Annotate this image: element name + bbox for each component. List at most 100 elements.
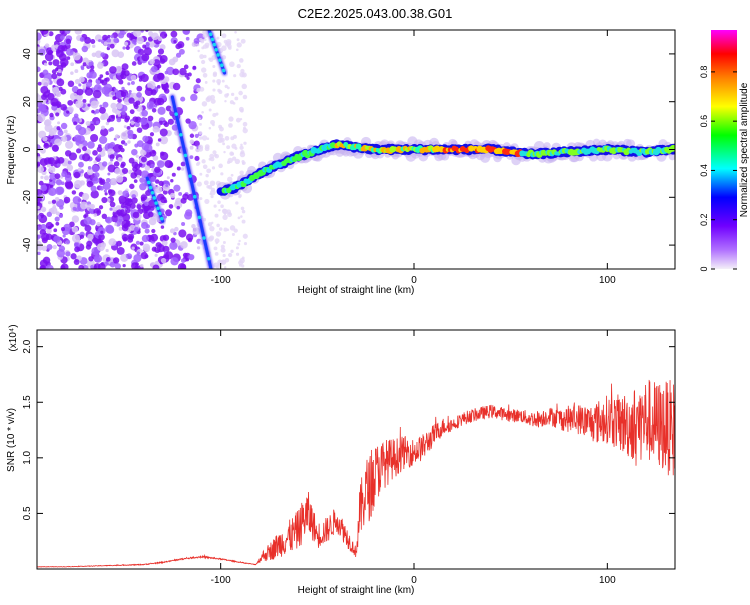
heatmap-noise-cell bbox=[121, 110, 126, 116]
heatmap-noise-cell bbox=[176, 205, 181, 210]
heatmap-noise-cell bbox=[169, 192, 176, 199]
heatmap-noise-cell bbox=[212, 88, 216, 92]
heatmap-noise-cell bbox=[238, 194, 242, 198]
heatmap-noise-cell bbox=[114, 134, 120, 139]
heatmap-noise-cell bbox=[222, 253, 226, 258]
heatmap-noise-cell bbox=[56, 248, 66, 258]
heatmap-noise-cell bbox=[212, 112, 217, 118]
colorbar-ticks: 0 0.2 0.4 0.6 0.8 bbox=[699, 66, 737, 272]
heatmap-noise-cell bbox=[55, 112, 60, 117]
heatmap-noise-cell bbox=[141, 234, 149, 243]
heatmap-ticks: -100 0 100 -40 -20 0 20 40 bbox=[22, 30, 675, 286]
colorbar-tick-label: 0 bbox=[699, 266, 709, 271]
heatmap-noise-cell bbox=[222, 142, 226, 146]
heatmap-noise-cell bbox=[128, 97, 135, 104]
heatmap-noise-cell bbox=[131, 161, 139, 169]
heatmap-noise-cell bbox=[37, 215, 41, 220]
heatmap-noise-cell bbox=[89, 71, 97, 79]
heatmap-noise-cell bbox=[231, 232, 235, 237]
heatmap-noise-cell bbox=[73, 180, 83, 189]
heatmap-streak-peak bbox=[188, 174, 192, 178]
heatmap-noise-cell bbox=[64, 30, 71, 35]
heatmap-noise-cell bbox=[157, 64, 162, 69]
heatmap-noise-cell bbox=[224, 93, 229, 98]
heatmap-noise-cell bbox=[95, 120, 100, 125]
heatmap-noise-cell bbox=[164, 159, 173, 169]
heatmap-noise-cell bbox=[55, 221, 60, 226]
heatmap-noise-cell bbox=[211, 221, 214, 225]
heatmap-noise-cell bbox=[222, 214, 228, 220]
heatmap-noise-cell bbox=[58, 86, 63, 92]
heatmap-noise-cell bbox=[65, 140, 74, 149]
heatmap-noise-cell bbox=[109, 43, 115, 49]
heatmap-noise-cell bbox=[48, 187, 57, 196]
heatmap-noise-cell bbox=[37, 108, 41, 114]
heatmap-noise-cell bbox=[135, 240, 140, 245]
heatmap-y-tick-label: 20 bbox=[22, 96, 33, 108]
heatmap-noise-cell bbox=[124, 30, 129, 33]
snr-y-tick-label: 1.0 bbox=[22, 450, 33, 464]
heatmap-noise-cell bbox=[90, 65, 95, 70]
heatmap-noise-cell bbox=[57, 129, 64, 136]
heatmap-noise-cell bbox=[52, 59, 60, 67]
heatmap-noise-cell bbox=[49, 112, 54, 118]
heatmap-noise-cell bbox=[91, 109, 95, 114]
heatmap-noise-cell bbox=[238, 90, 243, 96]
heatmap-noise-cell bbox=[86, 240, 93, 247]
heatmap-noise-cell bbox=[228, 252, 233, 258]
heatmap-noise-cell bbox=[100, 128, 109, 137]
heatmap-noise-cell bbox=[40, 232, 50, 242]
heatmap-noise-cell bbox=[199, 86, 205, 92]
heatmap-noise-cell bbox=[44, 142, 49, 147]
heatmap-streak-peak bbox=[206, 256, 211, 261]
heatmap-noise-cell bbox=[45, 221, 54, 230]
heatmap-noise-cell bbox=[60, 35, 65, 40]
heatmap-noise-cell bbox=[109, 66, 117, 74]
heatmap-noise-cell bbox=[46, 244, 53, 250]
heatmap-noise-cell bbox=[83, 216, 93, 225]
heatmap-noise-cell bbox=[80, 66, 85, 71]
heatmap-streak-peak bbox=[212, 42, 217, 47]
heatmap-noise-cell bbox=[156, 85, 161, 89]
heatmap-noise-cell bbox=[40, 184, 48, 192]
heatmap-streak-peak bbox=[221, 68, 226, 73]
heatmap-noise-cell bbox=[136, 127, 143, 133]
heatmap-noise-cell bbox=[165, 183, 169, 187]
heatmap-noise-cell bbox=[130, 120, 135, 125]
heatmap-noise-cell bbox=[147, 211, 154, 218]
heatmap-noise-cell bbox=[161, 240, 168, 246]
heatmap-noise-cell bbox=[113, 37, 119, 44]
heatmap-noise-cell bbox=[163, 76, 170, 83]
heatmap-noise-cell bbox=[134, 143, 139, 148]
heatmap-noise-cell bbox=[140, 252, 148, 260]
heatmap-noise-cell bbox=[225, 38, 232, 45]
heatmap-noise-cell bbox=[125, 45, 130, 51]
heatmap-noise-cell bbox=[235, 252, 240, 256]
heatmap-noise-cell bbox=[102, 34, 108, 41]
heatmap-noise-cell bbox=[70, 62, 75, 67]
heatmap-noise-cell bbox=[96, 101, 100, 105]
heatmap-noise-cell bbox=[100, 125, 105, 130]
heatmap-noise-cell bbox=[212, 71, 218, 76]
heatmap-noise-cell bbox=[192, 227, 201, 236]
heatmap-noise-cell bbox=[109, 154, 115, 160]
heatmap-noise-cell bbox=[241, 219, 246, 224]
colorbar: 0 0.2 0.4 0.6 0.8 Normalized spectral amplit… bbox=[699, 30, 750, 272]
heatmap-noise-cell bbox=[136, 92, 142, 98]
heatmap-noise-cell bbox=[116, 240, 123, 247]
heatmap-noise-cell bbox=[236, 63, 241, 69]
snr-y-axis-label: SNR (10 * v/v) bbox=[6, 408, 17, 472]
heatmap-noise-cell bbox=[144, 165, 151, 171]
heatmap-noise-cell bbox=[122, 190, 129, 198]
heatmap-noise-cell bbox=[209, 153, 215, 159]
heatmap-noise-cell bbox=[133, 226, 139, 232]
heatmap-noise-cell bbox=[196, 246, 201, 250]
heatmap-noise-cell bbox=[186, 258, 190, 262]
heatmap-noise-cell bbox=[144, 228, 150, 234]
heatmap-noise-cell bbox=[156, 244, 165, 253]
heatmap-noise-cell bbox=[47, 168, 52, 173]
heatmap-noise-cell bbox=[201, 38, 205, 42]
heatmap-noise-cell bbox=[140, 117, 148, 126]
heatmap-noise-cell bbox=[143, 204, 151, 212]
